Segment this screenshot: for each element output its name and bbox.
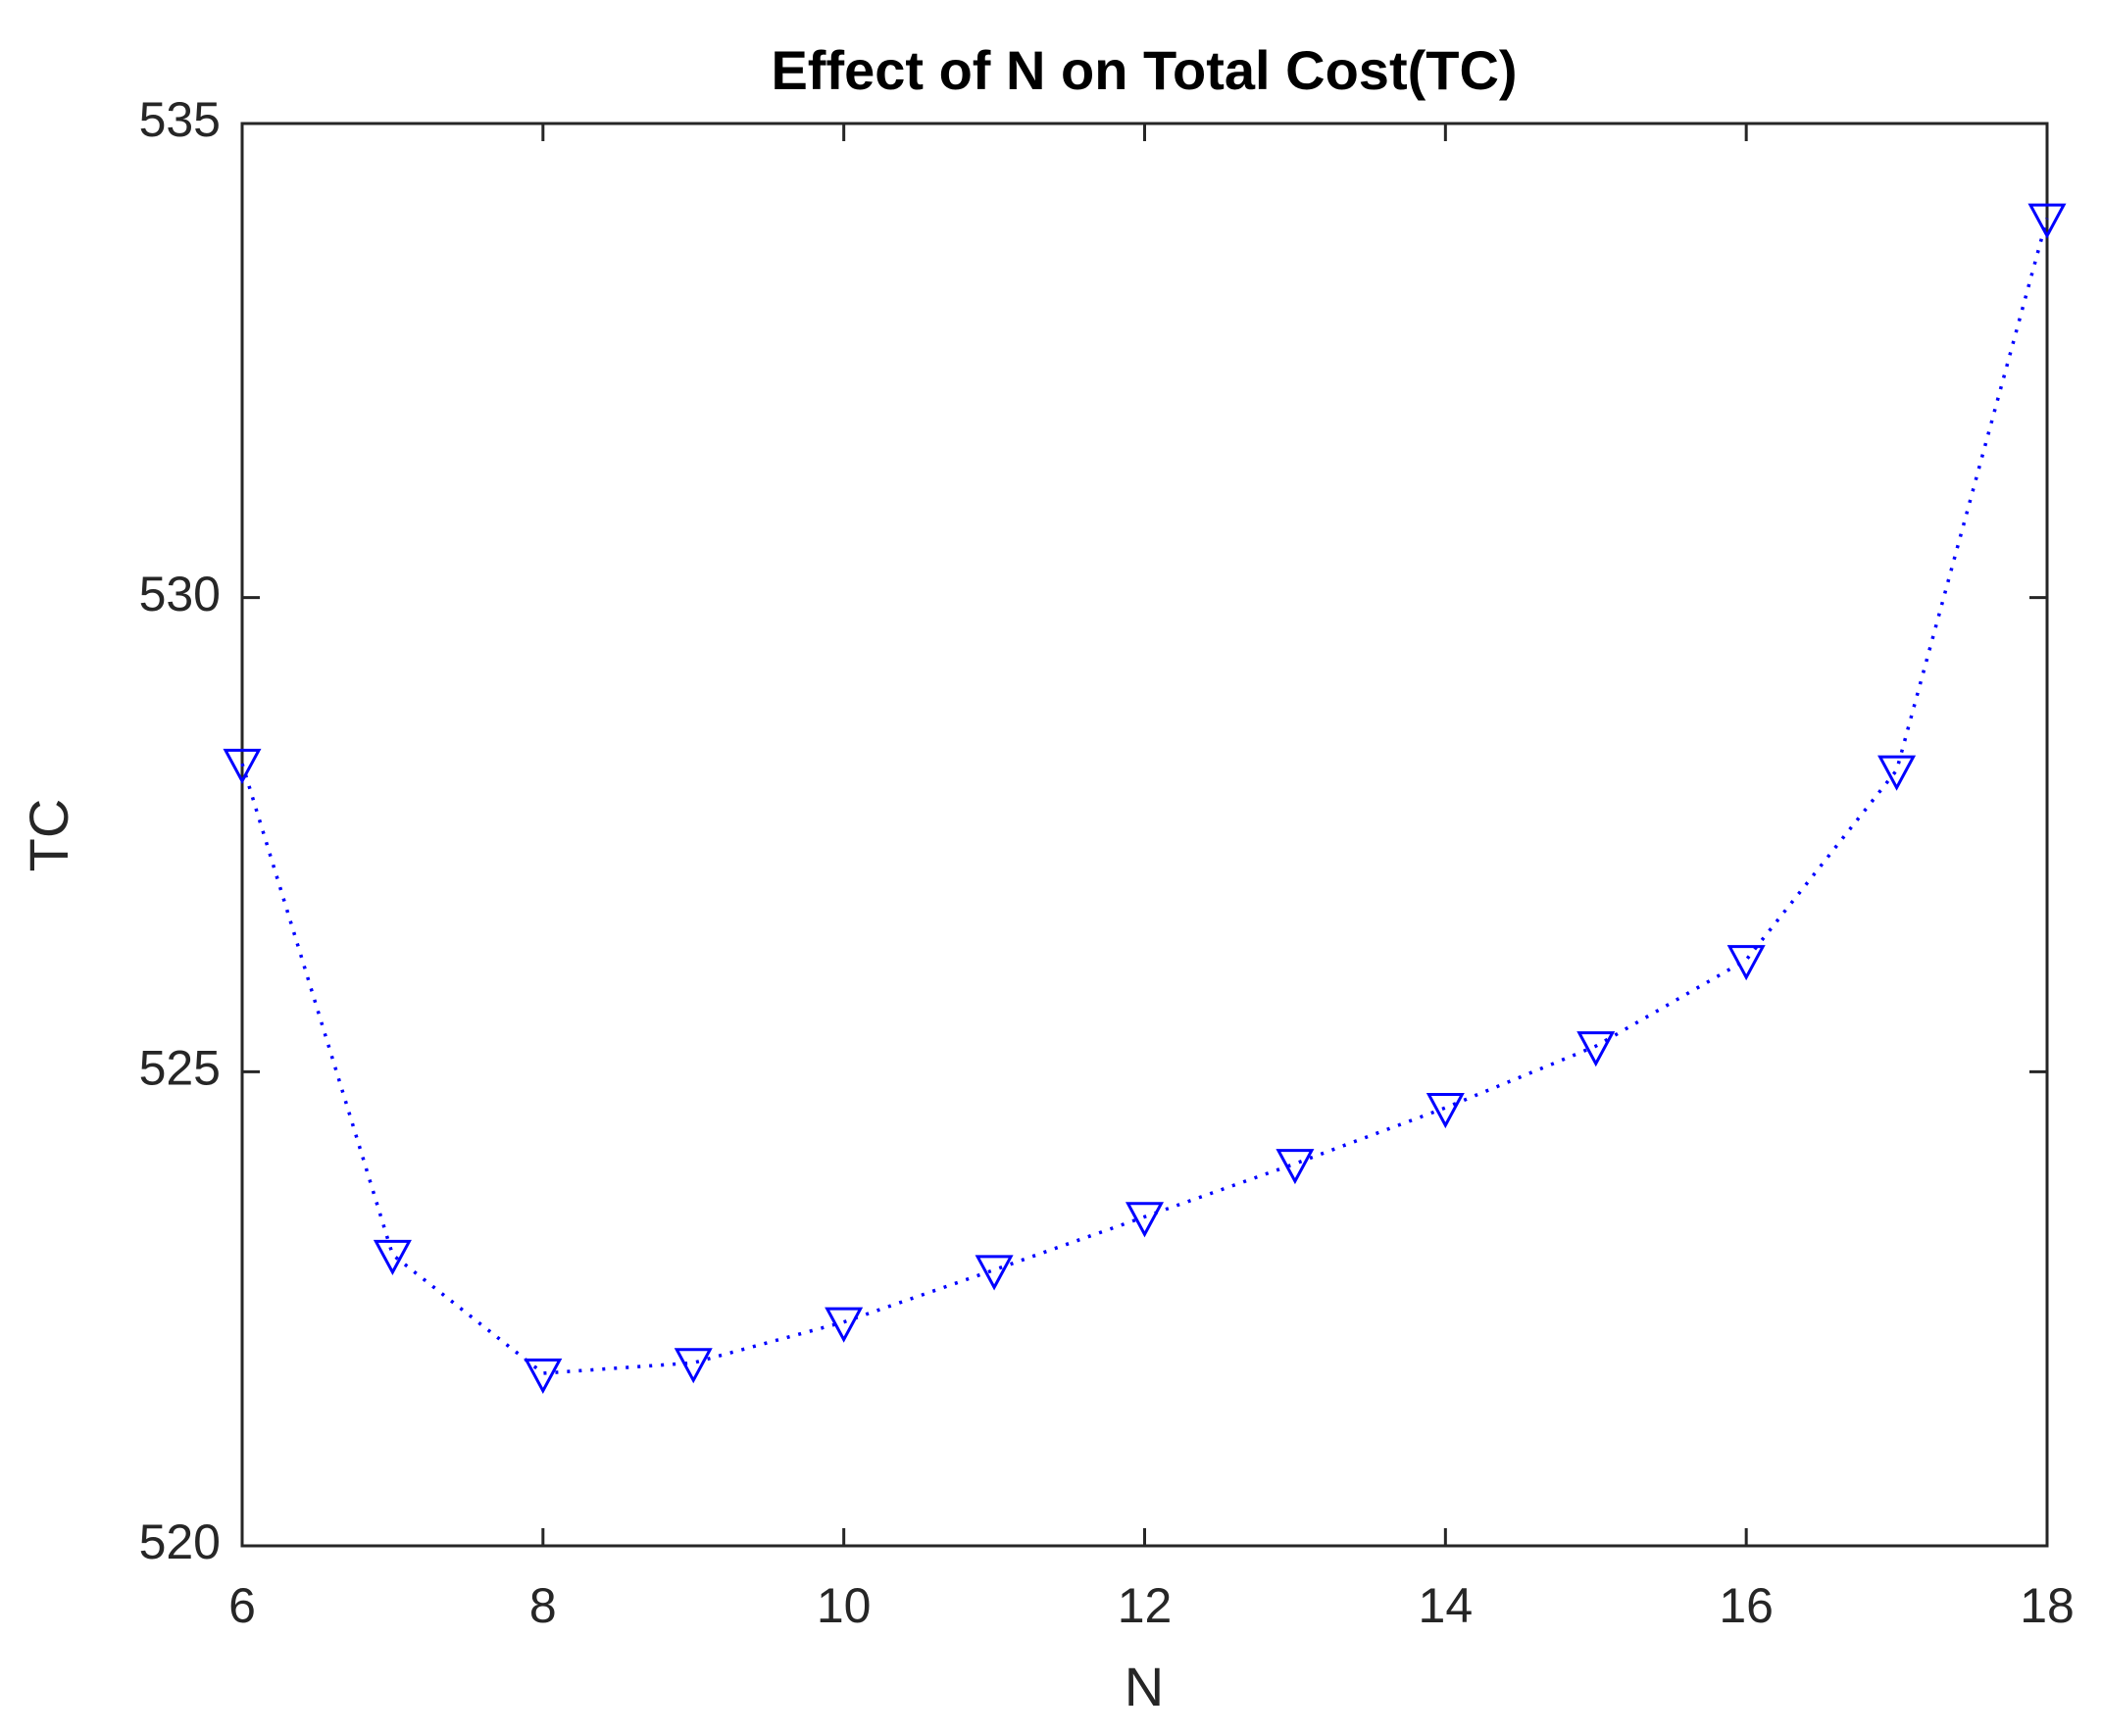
x-tick-label: 12: [1118, 1578, 1173, 1633]
marker: [524, 1358, 563, 1394]
marker: [825, 1307, 864, 1343]
x-tick-label: 14: [1419, 1578, 1474, 1633]
marker: [1276, 1149, 1315, 1185]
y-tick-label: 535: [139, 92, 221, 147]
y-axis-label: TC: [18, 799, 79, 872]
marker: [223, 748, 262, 784]
series-line: [240, 218, 2049, 1375]
marker: [1576, 1031, 1616, 1067]
marker: [1877, 755, 1917, 791]
marker: [1726, 945, 1766, 981]
marker: [1426, 1092, 1465, 1129]
x-tick-label: 10: [817, 1578, 872, 1633]
x-tick-label: 18: [2020, 1578, 2075, 1633]
marker: [2027, 203, 2067, 239]
chart-title: Effect of N on Total Cost(TC): [771, 39, 1517, 101]
marker: [975, 1255, 1014, 1291]
x-tick-label: 8: [529, 1578, 557, 1633]
x-tick-label: 6: [228, 1578, 256, 1633]
y-tick-label: 530: [139, 567, 221, 621]
marker: [674, 1348, 713, 1384]
y-tick-label: 520: [139, 1514, 221, 1569]
marker: [1125, 1202, 1165, 1238]
x-axis-label: N: [1125, 1656, 1164, 1717]
x-tick-label: 16: [1719, 1578, 1774, 1633]
plot-frame: [240, 122, 2049, 1548]
marker: [373, 1239, 412, 1276]
y-tick-label: 525: [139, 1041, 221, 1096]
